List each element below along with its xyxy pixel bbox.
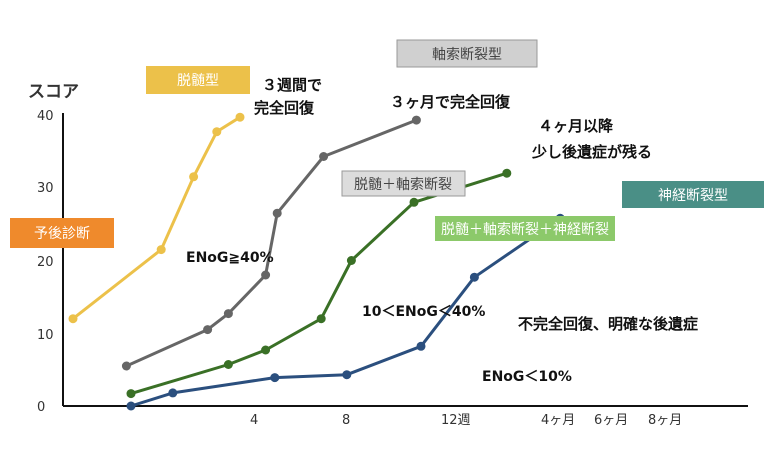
annotation-enog-ge40: ENoG≧40% — [186, 250, 274, 266]
data-point-3-1 — [168, 388, 178, 398]
y-tick-10: 10 — [37, 328, 54, 343]
data-point-0-3 — [212, 127, 222, 137]
data-point-2-0 — [126, 389, 136, 399]
data-point-0-2 — [189, 172, 199, 182]
series-line-0 — [72, 115, 241, 320]
x-tick-12w: 12週 — [441, 413, 471, 428]
data-point-2-4 — [346, 256, 356, 265]
x-tick-6m: 6ヶ月 — [594, 413, 628, 428]
data-point-2-2 — [261, 345, 271, 355]
prognosis-label: 予後診断 — [34, 226, 90, 242]
demyelination-label: 脱髄型 — [177, 73, 219, 89]
prognosis-box — [10, 218, 114, 248]
mixed-label: 脱髄＋軸索断裂 — [354, 176, 452, 193]
series-2 — [126, 168, 512, 399]
annotation-residual-line1: ４ヶ月以降 — [538, 117, 614, 135]
annotation-3w-line2: 完全回復 — [254, 99, 315, 117]
data-point-3-2 — [270, 373, 280, 383]
data-point-2-3 — [316, 314, 326, 324]
annotation-incomplete: 不完全回復、明確な後遺症 — [518, 315, 698, 333]
data-point-3-0 — [126, 401, 136, 411]
mixed-box — [341, 170, 466, 197]
y-axis-label: スコア — [28, 82, 79, 102]
data-point-0-1 — [156, 245, 166, 255]
annotation-enog-lt10: ENoG＜10% — [482, 369, 572, 385]
series-line-2 — [130, 171, 508, 396]
series-layer — [68, 112, 565, 411]
x-tick-4: 4 — [250, 413, 258, 428]
y-tick-20: 20 — [37, 255, 54, 270]
data-point-2-6 — [502, 168, 512, 178]
data-point-2-1 — [223, 360, 233, 369]
data-point-1-3 — [261, 270, 271, 280]
data-point-3-5 — [469, 272, 479, 282]
neurotmesis-label: 神経断裂型 — [658, 188, 728, 204]
x-tick-4m: 4ヶ月 — [541, 413, 575, 428]
data-point-1-4 — [272, 208, 282, 218]
axonotmesis-label: 軸索断裂型 — [432, 46, 502, 63]
neurotmesis-box — [622, 181, 764, 208]
data-point-3-3 — [342, 370, 352, 380]
data-point-0-0 — [68, 314, 78, 324]
annotation-3w-line1: ３週間で — [262, 76, 322, 94]
data-point-3-4 — [416, 341, 426, 351]
annotation-residual-line2: 少し後遺症が残る — [531, 143, 652, 161]
axonotmesis-box — [396, 39, 538, 68]
y-tick-40: 40 — [37, 109, 54, 124]
x-tick-8: 8 — [342, 413, 350, 428]
demyelination-box — [146, 66, 250, 94]
y-tick-30: 30 — [37, 181, 54, 196]
x-tick-8m: 8ヶ月 — [648, 413, 682, 428]
data-point-1-2 — [223, 309, 233, 319]
data-point-1-6 — [411, 115, 421, 125]
series-0 — [68, 112, 245, 324]
data-point-1-0 — [121, 361, 131, 371]
data-point-0-4 — [235, 112, 245, 122]
annotation-3m: ３ヶ月で完全回復 — [390, 93, 511, 111]
annotation-enog-mid: 10＜ENoG＜40% — [362, 304, 485, 320]
series-1 — [121, 115, 421, 371]
y-tick-0: 0 — [37, 400, 45, 415]
data-point-1-5 — [319, 152, 329, 161]
data-point-1-1 — [203, 325, 213, 335]
triple-label: 脱髄＋軸索断裂＋神経断裂 — [441, 221, 609, 238]
triple-box — [435, 216, 615, 241]
series-line-1 — [125, 118, 417, 368]
data-point-2-5 — [409, 197, 419, 207]
